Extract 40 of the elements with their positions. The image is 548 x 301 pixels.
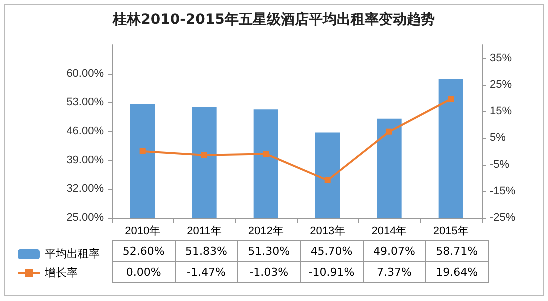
data-label: 51.83% xyxy=(175,240,238,262)
legend-label: 增长率 xyxy=(44,266,78,280)
y2-tick-label: -15% xyxy=(490,185,516,198)
point xyxy=(324,178,331,184)
data-label: 51.30% xyxy=(238,240,300,262)
data-label: -1.03% xyxy=(238,262,300,282)
point xyxy=(263,151,270,158)
data-label: 49.07% xyxy=(363,240,426,262)
point xyxy=(448,96,454,102)
y2-tick-label: 5% xyxy=(490,132,506,144)
x-tick-label: 2014年 xyxy=(372,226,408,238)
data-label: 19.64% xyxy=(426,262,488,282)
y2-tick-label: -25% xyxy=(490,212,516,224)
data-label: 7.37% xyxy=(363,262,426,282)
y-tick-label: 32.00% xyxy=(66,183,104,196)
point xyxy=(202,152,208,158)
y-tick-label: 60.00% xyxy=(66,68,104,80)
x-tick-label: 2010年 xyxy=(125,226,161,238)
point xyxy=(140,148,146,154)
chart-title: 桂林2010-2015年五星级酒店平均出租率变动趋势 xyxy=(112,11,435,28)
data-label: 52.60% xyxy=(112,240,176,262)
y2-tick-label: -5% xyxy=(490,158,510,171)
x-tick-label: 2011年 xyxy=(187,226,222,238)
x-tick-label: 2015年 xyxy=(433,226,469,238)
data-label: 58.71% xyxy=(426,240,488,262)
data-label: -10.91% xyxy=(300,262,364,282)
y-tick-label: 25.00% xyxy=(66,212,104,224)
point xyxy=(386,128,392,135)
y-tick-label: 53.00% xyxy=(66,96,104,109)
y2-tick-label: 15% xyxy=(490,106,512,118)
legend-label: 平均出租率 xyxy=(45,248,100,260)
y-tick-label: 46.00% xyxy=(66,126,104,138)
data-label: 0.00% xyxy=(112,262,176,282)
y2-tick-label: 25% xyxy=(490,78,512,91)
data-label: 45.70% xyxy=(300,240,364,262)
y-tick-label: 39.00% xyxy=(66,154,104,166)
x-tick-label: 2013年 xyxy=(310,226,346,238)
x-tick-label: 2012年 xyxy=(248,226,284,238)
y2-tick-label: 35% xyxy=(490,52,512,64)
data-label: -1.47% xyxy=(175,262,238,282)
